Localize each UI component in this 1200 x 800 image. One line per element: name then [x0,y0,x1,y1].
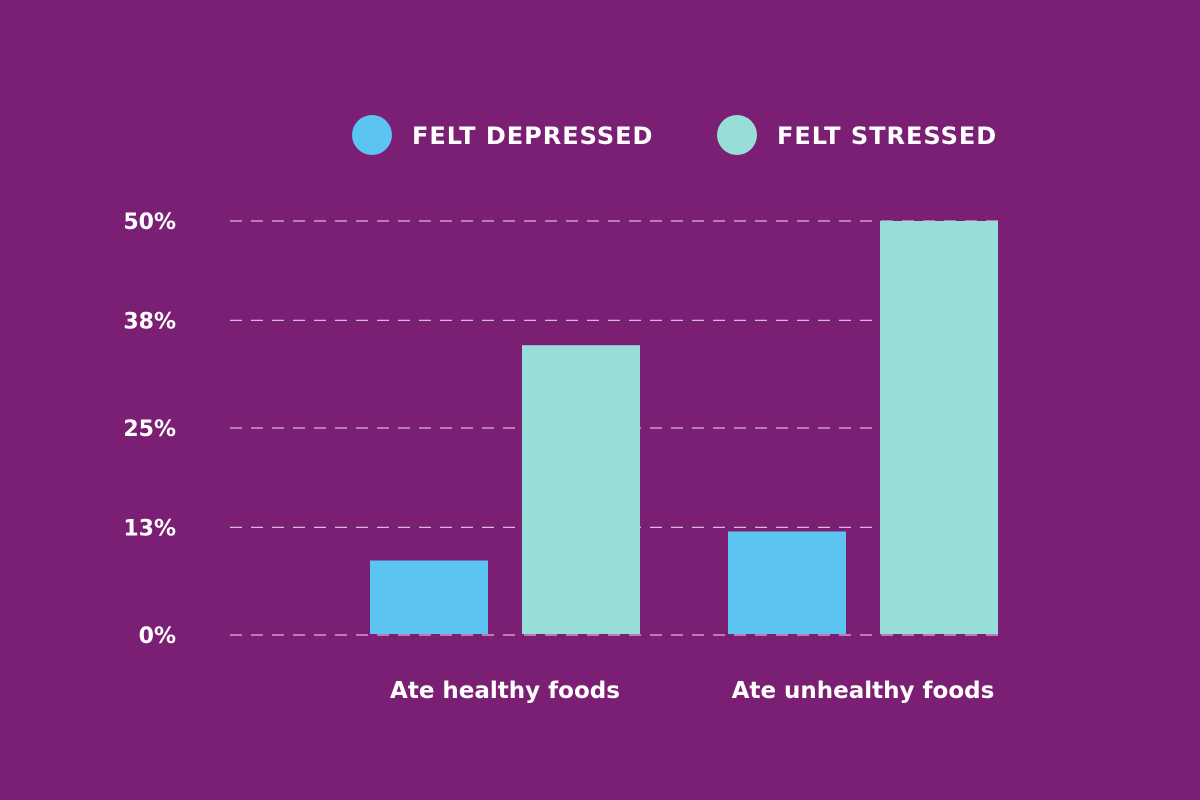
legend-swatch [352,115,392,155]
legend-label: FELT DEPRESSED [412,122,653,150]
y-tick-label: 13% [123,516,176,541]
legend-swatch [717,115,757,155]
x-tick-label: Ate unhealthy foods [732,678,995,704]
y-tick-label: 50% [123,210,176,235]
legend-label: FELT STRESSED [777,122,997,150]
bar-stressed [522,345,640,634]
bar-stressed [880,221,998,634]
x-tick-label: Ate healthy foods [390,678,620,704]
y-tick-label: 0% [139,624,176,649]
y-tick-label: 25% [123,417,176,442]
bar-depressed [728,531,846,634]
y-tick-label: 38% [123,309,176,334]
bar-depressed [370,560,488,634]
